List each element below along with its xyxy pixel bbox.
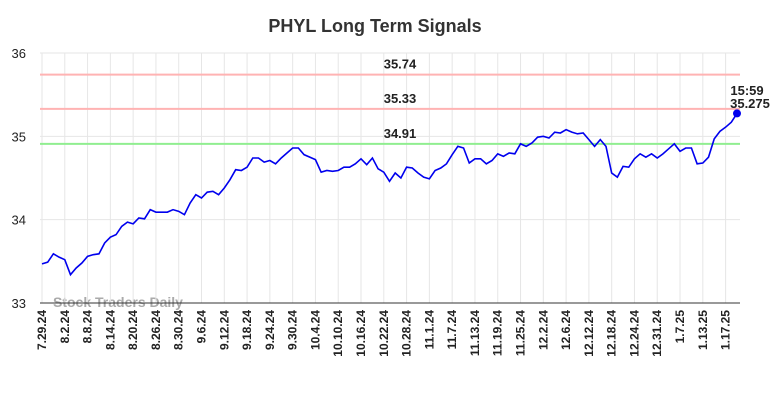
price-line: [41, 112, 738, 277]
signal-label: 34.91: [384, 126, 417, 141]
y-tick-label: 34: [12, 213, 26, 228]
x-tick-label: 12.2.24: [536, 310, 550, 350]
x-tick-label: 11.19.24: [491, 310, 505, 356]
x-tick-label: 12.12.24: [582, 310, 596, 357]
x-tick-label: 9.24.24: [263, 310, 277, 350]
y-tick-label: 36: [12, 46, 26, 61]
y-tick-label: 35: [12, 129, 26, 144]
watermark: Stock Traders Daily: [53, 294, 183, 310]
x-tick-label: 11.7.24: [445, 310, 459, 350]
x-tick-label: 1.7.25: [673, 310, 687, 344]
x-tick-label: 8.8.24: [81, 310, 95, 344]
plot: 33 34 35 36 7.29.24 8.2.24 8.8.24 8.14.24 8.20.2…: [12, 46, 770, 357]
last-value: 35.275: [730, 96, 770, 111]
x-tick-label: 12.6.24: [559, 310, 573, 350]
x-tick-label: 10.10.24: [331, 310, 345, 357]
x-tick-label: 8.2.24: [58, 310, 72, 344]
x-tick-label: 10.4.24: [308, 310, 322, 350]
x-tick-label: 7.29.24: [35, 310, 49, 350]
x-tick-label: 11.13.24: [468, 310, 482, 356]
x-tick-label: 10.22.24: [377, 310, 391, 357]
x-tick-label: 12.24.24: [627, 310, 641, 357]
x-tick-label: 8.20.24: [126, 310, 140, 350]
signal-label: 35.33: [384, 91, 417, 106]
x-tick-label: 10.16.24: [354, 310, 368, 357]
x-tick-label: 10.28.24: [400, 310, 414, 357]
x-tick-label: 11.25.24: [514, 310, 528, 356]
x-tick-label: 1.13.25: [696, 310, 710, 350]
x-tick-label: 11.1.24: [422, 310, 436, 350]
signal-label: 35.74: [384, 57, 417, 72]
x-tick-label: 9.6.24: [195, 310, 209, 344]
last-point: [733, 109, 741, 118]
x-tick-label: 8.14.24: [103, 310, 117, 350]
x-tick-label: 12.31.24: [650, 310, 664, 357]
last-time: 15:59: [730, 83, 763, 98]
y-tick-label: 33: [12, 296, 26, 311]
x-tick-label: 8.26.24: [149, 310, 163, 350]
x-tick-label: 9.30.24: [286, 310, 300, 350]
x-tick-label: 8.30.24: [172, 310, 186, 350]
x-tick-label: 9.12.24: [217, 310, 231, 350]
chart-title: PHYL Long Term Signals: [268, 16, 481, 36]
x-tick-label: 9.18.24: [240, 310, 254, 350]
x-tick-label: 12.18.24: [605, 310, 619, 357]
x-tick-label: 1.17.25: [719, 310, 733, 350]
